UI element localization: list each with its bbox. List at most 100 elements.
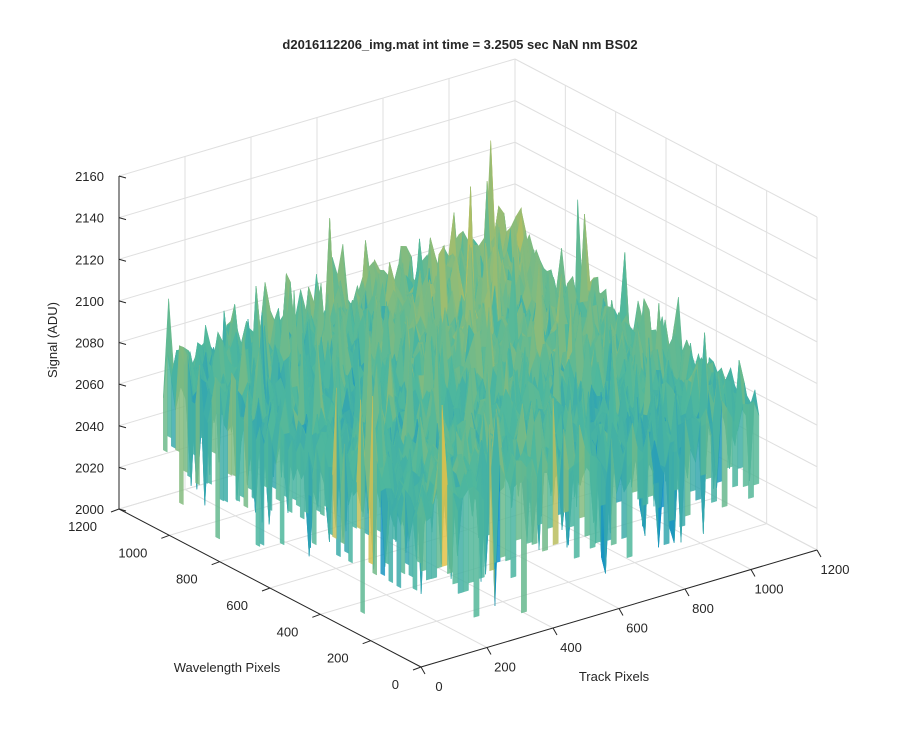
z-tick-label: 2020 bbox=[75, 460, 104, 475]
surface-skirt bbox=[380, 491, 386, 577]
surface-skirt bbox=[299, 442, 305, 520]
surface-skirt bbox=[721, 399, 728, 508]
y-tick-mark bbox=[412, 666, 422, 671]
y-axis-label: Wavelength Pixels bbox=[174, 660, 281, 675]
y-tick-mark bbox=[362, 640, 371, 645]
surface-skirt bbox=[360, 399, 365, 615]
surface-skirt bbox=[642, 429, 649, 506]
z-tick-mark bbox=[118, 217, 127, 221]
surface-skirt bbox=[332, 387, 337, 540]
grid-line bbox=[514, 100, 818, 260]
surface-skirt bbox=[195, 364, 200, 486]
z-tick-label: 2140 bbox=[75, 211, 104, 226]
surface-skirt bbox=[408, 519, 414, 578]
surface-skirt bbox=[372, 395, 377, 576]
tick-labels: 0 200 400 600 800 1000 1200 0 200 400 600 800 1000 12… bbox=[68, 169, 849, 694]
surface-skirt bbox=[462, 488, 469, 593]
x-tick-label: 600 bbox=[626, 621, 648, 636]
z-tick-label: 2060 bbox=[75, 377, 104, 392]
surface-skirt bbox=[203, 414, 208, 484]
surface-skirt bbox=[679, 417, 686, 528]
surface-skirt bbox=[753, 401, 760, 486]
z-tick-mark bbox=[118, 300, 127, 304]
surface-skirt bbox=[223, 423, 228, 503]
surface-skirt bbox=[175, 345, 180, 453]
surface-skirt bbox=[412, 513, 418, 591]
surface-skirt bbox=[171, 378, 176, 449]
surface-skirt bbox=[243, 390, 249, 509]
surface-skirt bbox=[239, 416, 245, 498]
surface-plot bbox=[163, 140, 760, 618]
grid-line bbox=[370, 523, 767, 642]
x-tick-mark bbox=[750, 569, 756, 577]
x-axis-label: Track Pixels bbox=[579, 669, 650, 684]
surface-skirt bbox=[568, 464, 575, 528]
surface-skirt bbox=[259, 426, 265, 546]
surface-skirt bbox=[275, 424, 281, 502]
surface-skirt bbox=[647, 429, 654, 498]
x-tick-mark bbox=[618, 608, 624, 616]
y-tick-label: 0 bbox=[392, 677, 399, 692]
y-tick-mark bbox=[110, 508, 120, 513]
surface-skirt bbox=[336, 387, 341, 558]
surface-skirt bbox=[328, 467, 333, 536]
surface-skirt bbox=[179, 345, 184, 506]
surface-skirt bbox=[473, 486, 480, 618]
grid-line bbox=[514, 141, 818, 301]
z-tick-mark bbox=[118, 383, 127, 387]
grid-line bbox=[118, 141, 516, 260]
grid-line bbox=[514, 225, 818, 384]
surface-skirt bbox=[515, 460, 522, 541]
surface-skirt bbox=[558, 429, 564, 516]
surface-skirt bbox=[396, 510, 402, 589]
z-tick-label: 2120 bbox=[75, 252, 104, 267]
surface-skirt bbox=[573, 424, 580, 559]
surface-skirt bbox=[468, 486, 475, 584]
surface-skirt bbox=[191, 401, 196, 456]
x-tick-label: 800 bbox=[692, 601, 714, 616]
x-tick-label: 0 bbox=[435, 679, 442, 694]
surface-skirt bbox=[499, 465, 506, 558]
y-tick-label: 800 bbox=[176, 572, 198, 587]
surface-skirt bbox=[348, 480, 353, 564]
z-tick-mark bbox=[118, 342, 127, 345]
surface-skirt bbox=[344, 443, 349, 554]
surface-skirt bbox=[505, 477, 512, 562]
axes-lines bbox=[110, 175, 822, 675]
surface-skirt bbox=[695, 418, 702, 501]
surface-skirt bbox=[235, 380, 241, 502]
z-tick-mark bbox=[118, 466, 127, 470]
z-tick-label: 2100 bbox=[75, 294, 104, 309]
surface-skirt bbox=[388, 495, 394, 584]
surface-skirt bbox=[526, 457, 533, 544]
grid-line bbox=[118, 58, 516, 177]
z-tick-mark bbox=[118, 508, 127, 512]
x-tick-label: 400 bbox=[560, 640, 582, 655]
surface-skirt bbox=[494, 465, 501, 607]
y-tick-mark bbox=[261, 587, 271, 592]
surface-skirt bbox=[426, 516, 432, 581]
x-tick-label: 1200 bbox=[821, 562, 850, 577]
x-tick-mark bbox=[420, 666, 426, 675]
surface-skirt bbox=[215, 377, 220, 540]
grid-line bbox=[320, 496, 717, 615]
z-tick-label: 2160 bbox=[75, 169, 104, 184]
surface-skirt bbox=[711, 436, 717, 503]
surface-skirt bbox=[584, 446, 591, 537]
surface-skirt bbox=[303, 451, 309, 514]
surface-skirt bbox=[531, 458, 538, 546]
y-tick-label: 200 bbox=[327, 651, 349, 666]
surface-skirt bbox=[748, 400, 754, 499]
x-tick-mark bbox=[816, 549, 822, 558]
surface-skirt bbox=[392, 510, 398, 542]
y-tick-label: 1000 bbox=[118, 545, 147, 560]
z-tick-label: 2080 bbox=[75, 336, 104, 351]
surface-skirt bbox=[251, 419, 257, 500]
surface-skirt bbox=[183, 347, 188, 473]
surface-skirt bbox=[594, 456, 601, 544]
y-tick-mark bbox=[211, 561, 220, 566]
grid-line bbox=[514, 183, 818, 343]
surface-skirt bbox=[231, 372, 237, 477]
y-tick-mark bbox=[161, 534, 170, 539]
